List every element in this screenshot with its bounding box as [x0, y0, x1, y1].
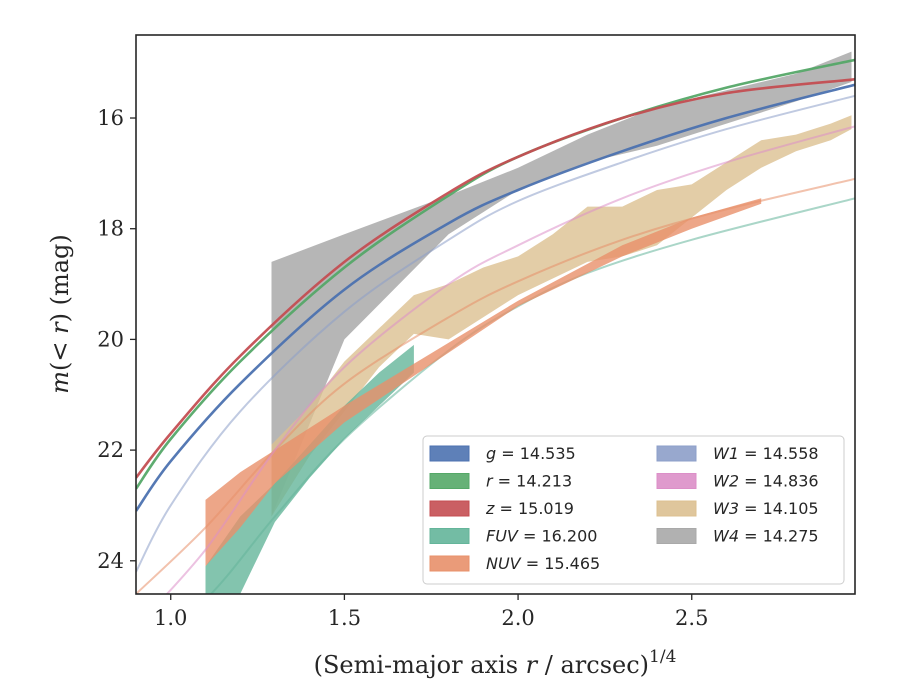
legend-swatch	[656, 528, 697, 544]
legend-swatch	[429, 473, 470, 489]
legend-swatch	[429, 528, 470, 544]
legend-label: W3 = 14.105	[713, 499, 819, 518]
y-axis: 16 18 20 22 24	[97, 106, 136, 573]
legend-label: NUV = 15.465	[486, 554, 600, 573]
legend-label: W4 = 14.275	[713, 527, 819, 546]
x-axis: 1.0 1.5 2.0 2.5	[154, 594, 708, 630]
y-tick-label: 18	[97, 217, 124, 241]
curve-w1	[136, 94, 855, 573]
curve-z	[136, 78, 855, 479]
legend-swatch	[656, 500, 697, 517]
legend-item-g: g = 14.535	[429, 444, 576, 463]
legend-item-w2: W2 = 14.836	[656, 472, 819, 491]
x-tick-label: 2.0	[501, 606, 534, 630]
legend-label: W1 = 14.558	[713, 444, 819, 463]
legend-swatch	[429, 555, 470, 572]
plot-area	[136, 51, 855, 594]
y-tick-label: 24	[97, 549, 124, 573]
legend-swatch	[656, 445, 697, 462]
x-tick-label: 2.5	[675, 606, 708, 630]
legend-swatch	[429, 445, 470, 462]
curve-w2	[165, 125, 855, 594]
legend-label: z = 15.019	[485, 499, 574, 518]
legend-item-z: z = 15.019	[429, 499, 574, 518]
legend-swatch	[656, 473, 697, 489]
x-axis-label: (Semi-major axis r / arcsec)1/4	[314, 647, 677, 679]
legend-frame	[422, 435, 845, 585]
legend-item-r: r = 14.213	[429, 472, 572, 491]
y-tick-label: 16	[97, 106, 124, 130]
legend-item-w4: W4 = 14.275	[656, 527, 819, 546]
legend-label: r = 14.213	[486, 472, 572, 491]
x-tick-label: 1.5	[328, 606, 361, 630]
y-tick-label: 20	[97, 327, 124, 351]
legend-item-fuv: FUV = 16.200	[429, 527, 597, 546]
legend-item-w1: W1 = 14.558	[656, 444, 819, 463]
band-w4	[271, 51, 852, 517]
legend-item-nuv: NUV = 15.465	[429, 554, 600, 573]
legend-item-w3: W3 = 14.105	[656, 499, 819, 518]
legend-label: FUV = 16.200	[486, 527, 597, 546]
x-tick-label: 1.0	[154, 606, 187, 630]
plot-frame	[135, 34, 856, 595]
curve-r	[136, 58, 855, 490]
y-tick-label: 22	[97, 438, 124, 462]
legend-swatch	[429, 500, 470, 517]
legend-label: W2 = 14.836	[713, 472, 819, 491]
y-axis-label: m(< r) (mag)	[46, 234, 74, 394]
legend: g = 14.535 r = 14.213 z = 15.019 FUV = 16.2…	[422, 435, 845, 585]
legend-label: g = 14.535	[486, 444, 576, 463]
curve-nuv	[136, 177, 855, 594]
curve-g	[136, 83, 855, 512]
